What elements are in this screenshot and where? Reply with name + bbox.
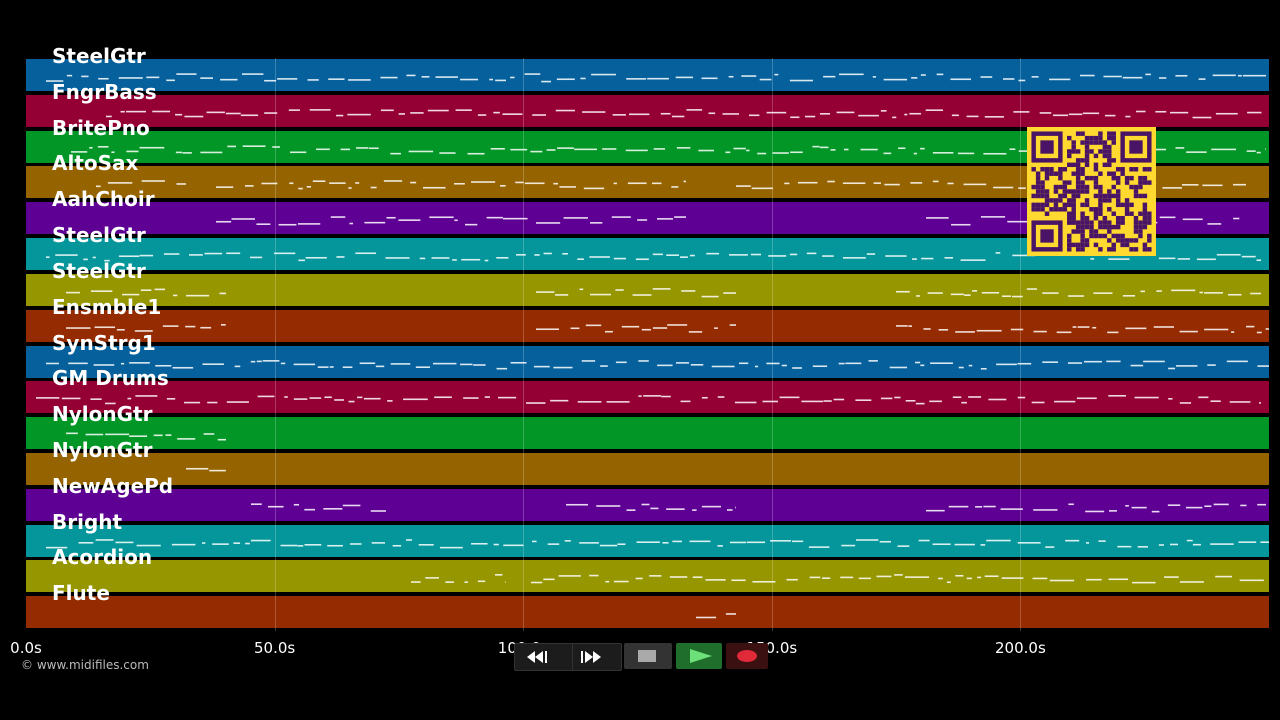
- track-name-label: GM Drums: [52, 366, 169, 391]
- track-name-label: Flute: [52, 581, 110, 606]
- track-lane: [26, 595, 1269, 630]
- track-lane: [26, 487, 1269, 522]
- note-pattern: [66, 323, 1269, 333]
- time-tick-label: 200.0s: [995, 639, 1046, 657]
- track-name-label: Bright: [52, 509, 123, 534]
- track-name-label: NewAgePd: [52, 473, 174, 498]
- note-pattern: [66, 432, 226, 441]
- note-pattern: [36, 395, 1261, 405]
- track-name-label: AahChoir: [52, 187, 155, 212]
- time-tick-label: 0.0s: [10, 639, 42, 657]
- note-pattern: [411, 574, 1264, 584]
- record-icon: [737, 650, 757, 662]
- track-lane: [26, 451, 1269, 486]
- note-pattern: [186, 467, 226, 472]
- track-name-label: SteelGtr: [52, 223, 146, 248]
- track-name-label: SteelGtr: [52, 258, 146, 283]
- track-name-label: NylonGtr: [52, 437, 153, 462]
- track-lane: [26, 93, 1269, 128]
- time-gridline: [1020, 58, 1022, 631]
- note-pattern: [46, 359, 1269, 370]
- track-lane: [26, 559, 1269, 594]
- track-lane: [26, 380, 1269, 415]
- record-button[interactable]: [726, 643, 768, 669]
- track-name-label: Acordion: [52, 545, 153, 570]
- note-pattern: [46, 538, 1269, 548]
- track-lane: [26, 272, 1269, 307]
- track-name-label: FngrBass: [52, 79, 157, 104]
- track-name-label: AltoSax: [52, 151, 139, 176]
- note-pattern: [251, 503, 1266, 513]
- track-name-label: SteelGtr: [52, 44, 146, 68]
- track-name-label: SynStrg1: [52, 330, 156, 355]
- rewind-button[interactable]: [514, 643, 574, 671]
- track-lane: [26, 344, 1269, 379]
- note-pattern: [106, 108, 1262, 119]
- stop-button[interactable]: [624, 643, 672, 669]
- note-pattern: [696, 613, 736, 619]
- note-pattern: [66, 287, 1261, 298]
- play-icon: [690, 649, 712, 663]
- track-lane: [26, 308, 1269, 343]
- qr-code[interactable]: [1027, 127, 1156, 256]
- note-pattern: [46, 73, 1266, 83]
- fast-forward-button[interactable]: [572, 643, 622, 671]
- time-gridline: [523, 58, 525, 631]
- time-tick-label: 50.0s: [253, 639, 296, 657]
- stop-icon: [638, 650, 656, 662]
- track-name-label: BritePno: [52, 115, 150, 140]
- time-gridline: [274, 58, 276, 631]
- track-name-label: NylonGtr: [52, 402, 153, 427]
- track-lane: [26, 416, 1269, 451]
- track-lane: [26, 523, 1269, 558]
- time-gridline: [771, 58, 773, 631]
- track-name-label: Ensmble1: [52, 294, 162, 319]
- play-button[interactable]: [676, 643, 722, 669]
- track-lane: [26, 58, 1269, 92]
- copyright-notice: © www.midifiles.com: [21, 658, 149, 672]
